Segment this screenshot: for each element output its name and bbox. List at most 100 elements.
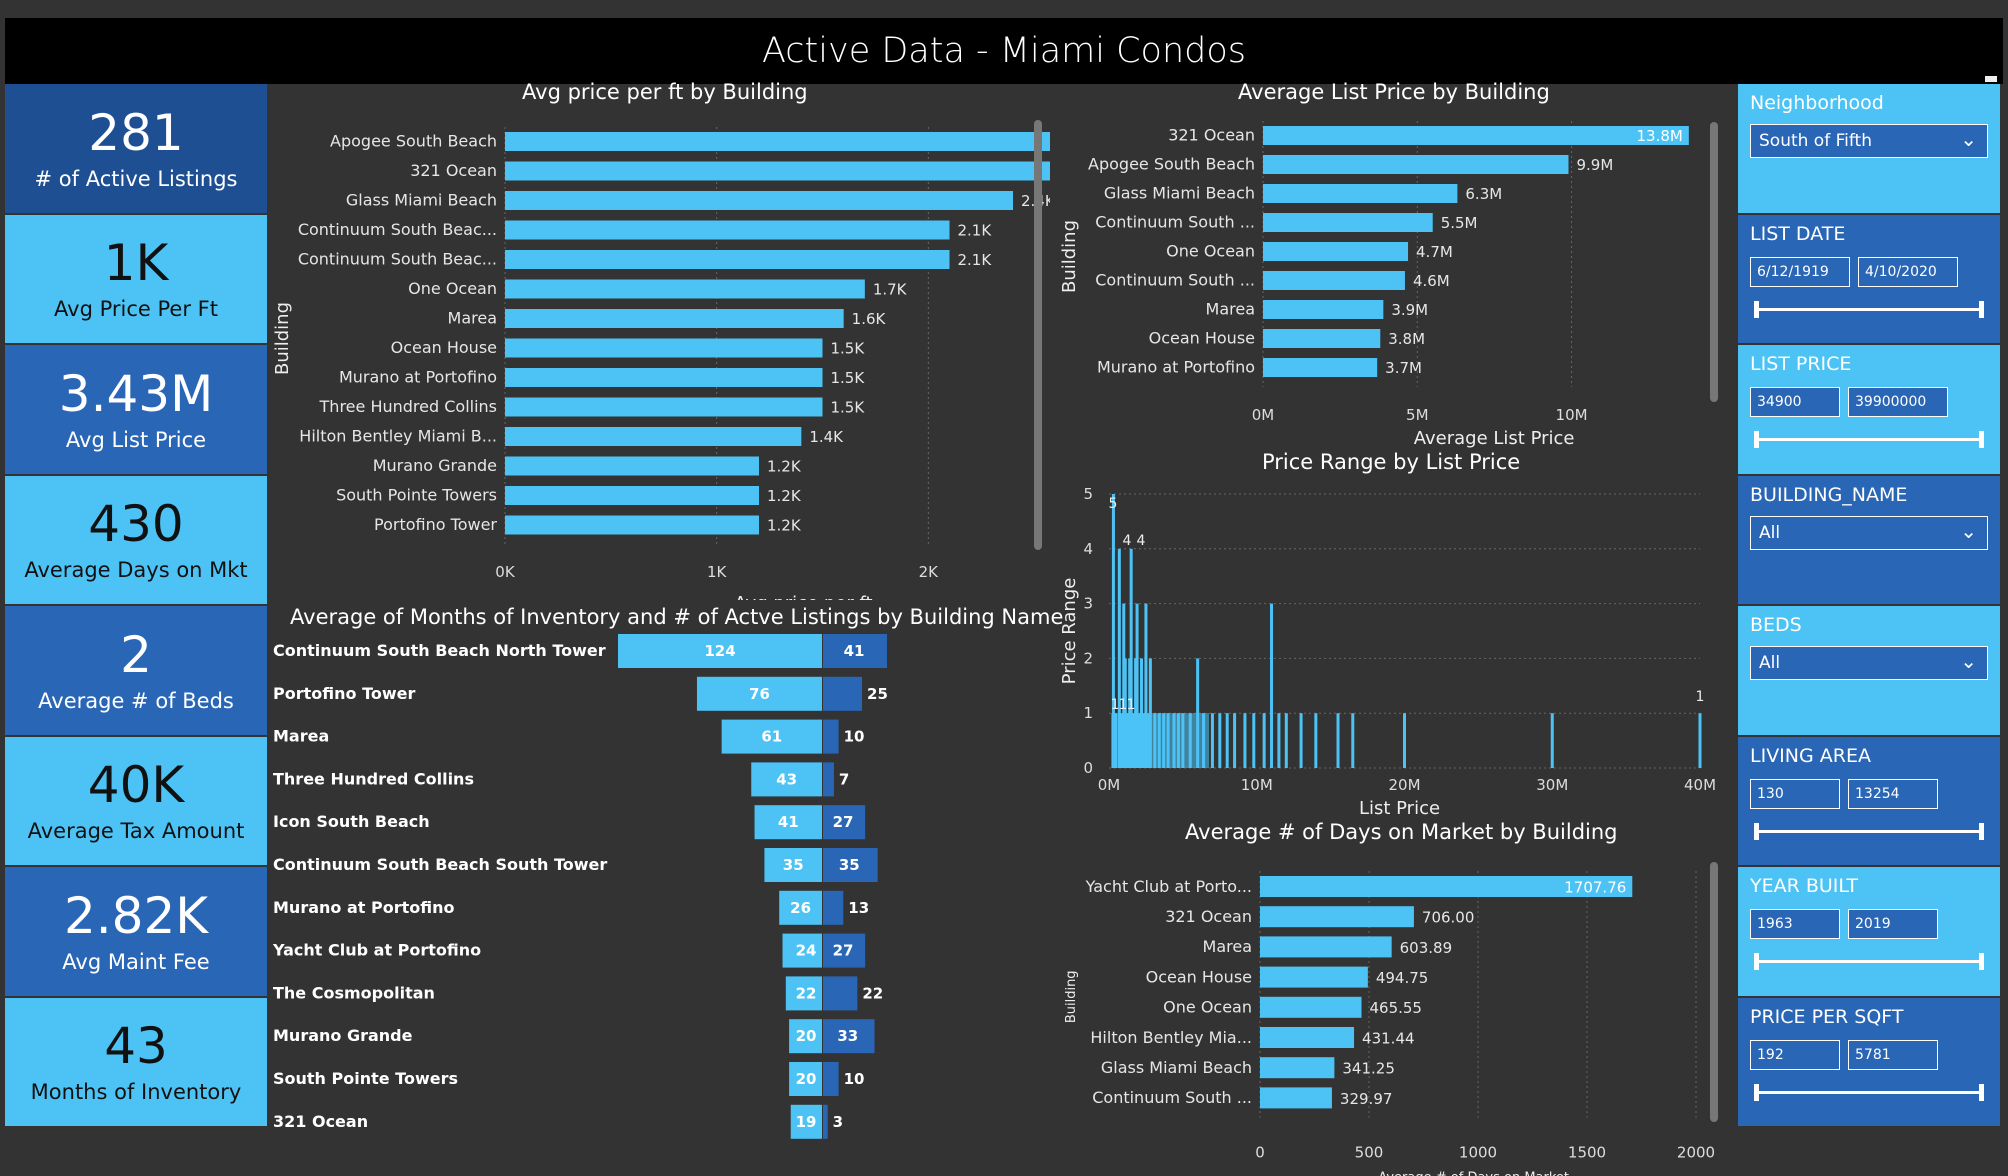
- bar: [505, 427, 802, 446]
- x-axis-label: Average # of Days on Market: [1378, 1171, 1569, 1176]
- data-label: 35: [783, 856, 804, 874]
- dropdown-value: All: [1759, 522, 1781, 543]
- list-date-start-input[interactable]: [1750, 256, 1850, 287]
- chart-scrollbar[interactable]: [1710, 862, 1718, 1122]
- filter-title: LIST DATE: [1750, 222, 1846, 245]
- kpi-label: Average Days on Mkt: [24, 558, 248, 583]
- data-label: 10: [844, 728, 865, 746]
- chevron-down-icon: ⌄: [1960, 518, 1977, 543]
- data-label: 465.55: [1369, 999, 1422, 1017]
- slider-handle-max[interactable]: [1979, 300, 1984, 318]
- bar: [1260, 936, 1392, 958]
- column: [1210, 713, 1214, 768]
- header-corner-mark: [1985, 76, 1997, 82]
- building-name-dropdown[interactable]: All ⌄: [1750, 515, 1988, 550]
- x-tick-label: 10M: [1241, 776, 1273, 794]
- category-label: South Pointe Towers: [273, 1069, 458, 1088]
- bar-active-listings: [823, 976, 858, 1011]
- bar: [505, 486, 759, 505]
- kpi-value: 40K: [87, 756, 185, 815]
- data-label: 1.5K: [831, 398, 866, 416]
- kpi-value: 3.43M: [58, 364, 214, 423]
- data-label: 5.5M: [1441, 214, 1478, 232]
- data-label: 1.2K: [767, 487, 802, 505]
- living-area-max-input[interactable]: [1848, 778, 1938, 809]
- category-label: Continuum South Beach North Tower: [273, 641, 606, 660]
- slider-handle-min[interactable]: [1754, 822, 1759, 840]
- list-date-slider[interactable]: [1750, 300, 1988, 318]
- kpi-label: Average # of Beds: [38, 688, 234, 713]
- category-label: Murano at Portofino: [339, 367, 497, 386]
- category-label: One Ocean: [1166, 241, 1255, 260]
- bar: [1260, 1027, 1355, 1048]
- data-label: 25: [867, 685, 888, 703]
- living-area-min-input[interactable]: [1750, 778, 1840, 809]
- bar: [1263, 271, 1405, 290]
- slider-handle-min[interactable]: [1754, 431, 1759, 448]
- filter-title: LIVING AREA: [1750, 744, 1871, 767]
- list-price-slider[interactable]: [1750, 431, 1988, 448]
- dashboard-header: Active Data - Miami Condos: [5, 18, 2003, 84]
- bar-months-of-inventory: [785, 976, 822, 1011]
- kpi-avg-list-price: 3.43M Avg List Price: [5, 345, 267, 476]
- chart-scrollbar[interactable]: [1710, 122, 1718, 402]
- data-label: 706.00: [1422, 909, 1475, 927]
- kpi-label: Avg Maint Fee: [62, 949, 210, 974]
- kpi-months-of-inventory: 43 Months of Inventory: [5, 997, 267, 1128]
- bar-months-of-inventory: [779, 890, 822, 925]
- data-label: 3: [833, 1113, 843, 1131]
- chart-scrollbar[interactable]: [1034, 120, 1042, 550]
- living-area-slider[interactable]: [1750, 822, 1988, 840]
- data-label: 35: [839, 856, 860, 874]
- filter-building-name: BUILDING_NAME All ⌄: [1738, 475, 2000, 606]
- neighborhood-dropdown[interactable]: South of Fifth ⌄: [1750, 124, 1988, 158]
- price-per-sqft-min-input[interactable]: [1750, 1039, 1840, 1070]
- beds-dropdown[interactable]: All ⌄: [1750, 646, 1988, 680]
- category-label: Ocean House: [1149, 328, 1255, 347]
- category-label: Portofino Tower: [374, 515, 497, 534]
- year-built-max-input[interactable]: [1848, 909, 1938, 939]
- kpi-value: 2: [120, 625, 152, 684]
- chart-title: Average List Price by Building: [1238, 80, 1550, 104]
- price-per-sqft-max-input[interactable]: [1848, 1039, 1938, 1070]
- price-per-sqft-slider[interactable]: [1750, 1083, 1988, 1101]
- bar-months-of-inventory: [721, 719, 822, 754]
- bar: [1263, 300, 1384, 319]
- list-price-max-input[interactable]: [1848, 387, 1948, 417]
- slider-handle-min[interactable]: [1754, 953, 1759, 970]
- slider-handle-min[interactable]: [1754, 300, 1759, 318]
- filter-price-per-sqft: PRICE PER SQFT: [1738, 997, 2000, 1128]
- column-band: [1111, 713, 1209, 768]
- category-label: Continuum South ...: [1092, 1088, 1252, 1107]
- kpi-label: Average Tax Amount: [27, 819, 245, 844]
- bar: [1263, 358, 1378, 377]
- x-axis-label: List Price: [1359, 798, 1440, 819]
- category-label: One Ocean: [1163, 998, 1252, 1017]
- bar-active-listings: [823, 1104, 828, 1139]
- slider-handle-max[interactable]: [1979, 431, 1984, 448]
- dropdown-value: All: [1759, 653, 1781, 673]
- list-price-min-input[interactable]: [1750, 387, 1840, 417]
- slider-handle-max[interactable]: [1979, 1083, 1984, 1101]
- column: [1299, 713, 1303, 768]
- category-label: Marea: [273, 727, 329, 746]
- column: [1336, 713, 1340, 768]
- x-tick-label: 2K: [919, 563, 940, 581]
- y-tick-label: 5: [1083, 485, 1093, 503]
- year-built-slider[interactable]: [1750, 953, 1988, 970]
- data-label: 4: [1123, 533, 1132, 549]
- chart-inventory-plot: Continuum South Beach North Tower 124 41 Po…: [272, 634, 888, 1139]
- slider-handle-max[interactable]: [1979, 953, 1984, 970]
- slider-handle-min[interactable]: [1754, 1083, 1759, 1101]
- column: [1111, 494, 1115, 768]
- y-axis-label: Price Range: [1059, 578, 1080, 685]
- data-label: 19: [796, 1113, 817, 1131]
- bar-active-listings: [823, 1062, 839, 1096]
- year-built-min-input[interactable]: [1750, 909, 1840, 939]
- bar: [1260, 876, 1633, 897]
- data-label: 9.9M: [1576, 156, 1613, 174]
- column: [1135, 603, 1139, 768]
- list-date-end-input[interactable]: [1858, 256, 1958, 287]
- slider-handle-max[interactable]: [1979, 822, 1984, 840]
- x-axis-label: Average List Price: [1414, 428, 1575, 449]
